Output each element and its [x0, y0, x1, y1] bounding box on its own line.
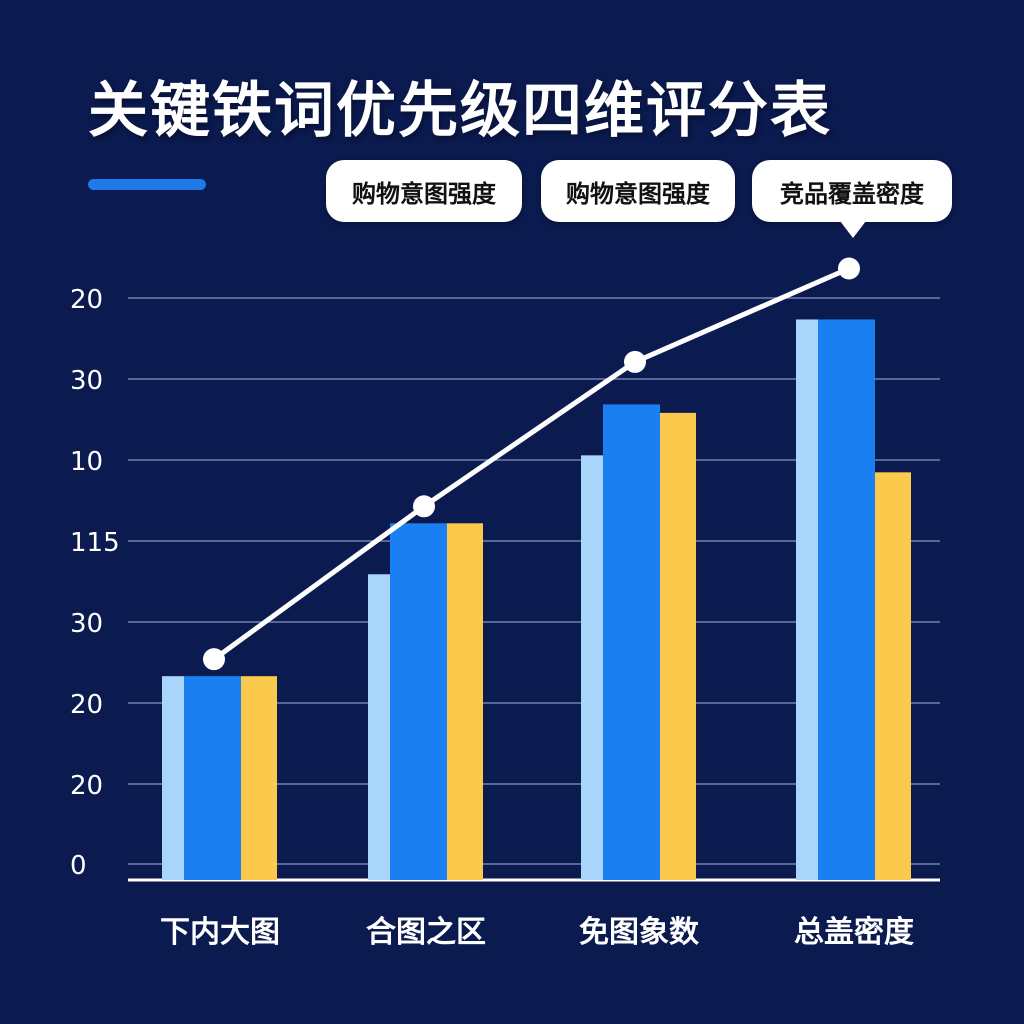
x-tick-label: 合图之区: [366, 915, 486, 950]
y-tick-label: 20: [70, 771, 103, 801]
x-tick-label: 总盖密度: [794, 915, 914, 950]
bar: [162, 676, 184, 880]
x-tick-label: 免图象数: [579, 915, 700, 950]
bar: [368, 574, 390, 880]
bar: [184, 676, 241, 880]
bar: [581, 455, 603, 880]
bar: [447, 523, 483, 880]
y-tick-label: 20: [70, 285, 103, 315]
legend-bubble-2: 购物意图强度: [541, 160, 735, 222]
bar: [875, 472, 911, 880]
x-tick-label: 下内大图: [160, 915, 280, 950]
legend-label-2: 购物意图强度: [566, 179, 710, 208]
legend-label-3: 竞品覆盖密度: [780, 179, 924, 208]
bar: [796, 319, 818, 881]
trend-point: [624, 350, 646, 373]
legend-bubble-3: 竞品覆盖密度: [752, 160, 952, 238]
title-accent-bar: [88, 179, 206, 190]
y-tick-label: 0: [70, 851, 87, 881]
bar: [660, 412, 696, 880]
y-tick-label: 115: [70, 528, 120, 558]
bar: [603, 404, 660, 880]
trend-point: [838, 257, 860, 280]
legend-bubble-1: 购物意图强度: [326, 160, 522, 222]
bar: [390, 523, 447, 880]
y-tick-label: 10: [70, 447, 103, 477]
trend-point: [413, 495, 435, 518]
y-tick-label: 30: [70, 609, 103, 639]
bar: [241, 676, 277, 880]
trend-point: [203, 648, 225, 671]
bar: [818, 319, 875, 881]
legend-label-1: 购物意图强度: [352, 179, 496, 208]
trend-line: [212, 266, 851, 662]
y-tick-label: 20: [70, 690, 103, 720]
y-tick-label: 30: [70, 366, 103, 396]
chart-title: 关键铁词优先级四维评分表: [88, 76, 832, 146]
